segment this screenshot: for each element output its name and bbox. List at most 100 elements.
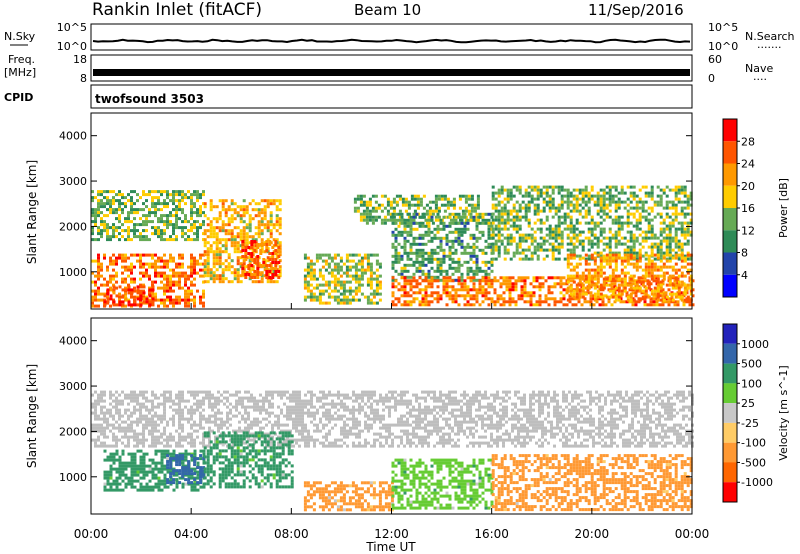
scatter-cell xyxy=(581,283,585,287)
scatter-cell xyxy=(330,289,334,293)
scatter-cell xyxy=(280,435,283,439)
scatter-cell xyxy=(421,215,425,219)
scatter-cell xyxy=(233,250,237,254)
scatter-cell xyxy=(286,438,289,442)
scatter-cell xyxy=(199,262,202,266)
scatter-cell xyxy=(215,235,219,239)
scatter-cell xyxy=(569,286,573,290)
scatter-cell xyxy=(166,295,169,299)
scatter-cell xyxy=(680,265,684,269)
scatter-cell xyxy=(668,221,672,225)
scatter-cell xyxy=(575,236,579,240)
scatter-cell xyxy=(424,291,428,295)
scatter-cell xyxy=(274,252,278,255)
scatter-cell xyxy=(527,233,531,237)
scatter-cell xyxy=(211,429,214,433)
scatter-cell xyxy=(238,399,241,403)
scatter-cell xyxy=(190,283,193,287)
scatter-cell xyxy=(133,405,136,409)
scatter-cell xyxy=(650,185,654,189)
scatter-cell xyxy=(362,194,366,198)
scatter-cell xyxy=(559,282,563,286)
scatter-cell xyxy=(677,248,681,252)
scatter-cell xyxy=(151,262,154,266)
scatter-cell xyxy=(508,279,512,283)
scatter-cell xyxy=(100,411,103,415)
scatter-cell xyxy=(605,212,609,216)
scatter-cell xyxy=(151,432,154,436)
scatter-cell xyxy=(115,396,118,400)
scatter-cell xyxy=(512,254,516,258)
scatter-cell xyxy=(309,292,313,296)
scatter-cell xyxy=(112,277,115,281)
scatter-cell xyxy=(157,259,160,263)
scatter-cell xyxy=(145,426,148,430)
scatter-cell xyxy=(333,286,337,290)
scatter-cell xyxy=(593,283,597,287)
scatter-cell xyxy=(160,238,163,242)
scatter-cell xyxy=(190,259,193,263)
scatter-cell xyxy=(145,235,148,239)
scatter-cell xyxy=(280,429,283,433)
scatter-cell xyxy=(446,206,450,210)
scatter-cell xyxy=(686,230,690,234)
scatter-cell xyxy=(154,405,157,409)
scatter-cell xyxy=(578,242,582,246)
scatter-cell xyxy=(406,279,410,283)
scatter-cell xyxy=(629,239,633,243)
scatter-cell xyxy=(269,220,273,224)
scatter-cell xyxy=(626,212,630,216)
scatter-cell xyxy=(248,235,252,239)
scatter-cell xyxy=(599,200,603,204)
scatter-cell xyxy=(208,441,211,445)
scatter-cell xyxy=(206,223,210,227)
scatter-cell xyxy=(611,200,615,204)
scatter-cell xyxy=(400,212,404,216)
scatter-cell xyxy=(415,291,419,295)
scatter-cell xyxy=(680,274,684,278)
scatter-cell xyxy=(175,235,178,239)
scatter-cell xyxy=(106,283,109,287)
scatter-cell xyxy=(421,272,425,276)
scatter-cell xyxy=(214,414,217,418)
scatter-cell xyxy=(533,212,537,216)
scatter-cell xyxy=(100,441,103,445)
scatter-cell xyxy=(599,254,603,258)
scatter-cell xyxy=(574,297,578,301)
scatter-cell xyxy=(605,236,609,240)
scatter-cell xyxy=(136,259,139,263)
scatter-cell xyxy=(148,274,151,278)
scatter-cell xyxy=(508,303,512,307)
colorbar-tick-label: 24 xyxy=(741,158,755,171)
scatter-cell xyxy=(626,295,630,299)
scatter-cell xyxy=(458,197,462,201)
colorbar-tick-label: 12 xyxy=(741,224,755,237)
scatter-cell xyxy=(461,194,465,198)
scatter-cell xyxy=(424,288,428,292)
scatter-cell xyxy=(220,411,223,415)
scatter-cell xyxy=(181,298,184,302)
scatter-cell xyxy=(263,205,267,209)
scatter-cell xyxy=(230,229,234,233)
scatter-cell xyxy=(431,209,435,213)
scatter-cell xyxy=(109,277,112,281)
scatter-cell xyxy=(418,224,422,228)
scatter-cell xyxy=(124,426,127,430)
scatter-cell xyxy=(575,245,579,249)
scatter-cell xyxy=(277,393,280,397)
scatter-cell xyxy=(133,217,136,221)
scatter-cell xyxy=(309,277,313,281)
scatter-cell xyxy=(497,215,501,219)
scatter-cell xyxy=(175,408,178,412)
scatter-cell xyxy=(259,264,263,267)
scatter-cell xyxy=(518,188,522,192)
scatter-cell xyxy=(383,218,387,222)
scatter-cell xyxy=(568,297,572,301)
scatter-cell xyxy=(109,304,112,308)
scatter-cell xyxy=(608,256,612,260)
scatter-cell xyxy=(464,200,468,204)
scatter-cell xyxy=(443,197,447,201)
scatter-cell xyxy=(181,208,184,212)
scatter-cell xyxy=(139,297,143,301)
scatter-cell xyxy=(560,230,564,234)
